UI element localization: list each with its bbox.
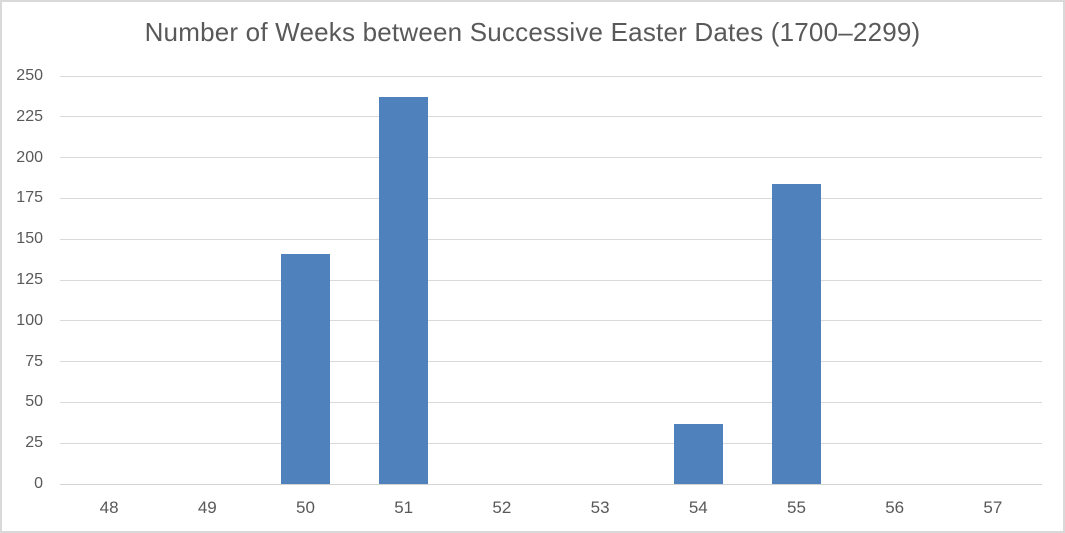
gridline-y-175	[60, 197, 1042, 199]
gridline-y-50	[60, 401, 1042, 403]
y-tick-label-150: 150	[16, 230, 43, 248]
gridline-y-250	[60, 75, 1042, 77]
y-tick-label-0: 0	[34, 475, 43, 492]
gridline-y-150	[60, 238, 1042, 240]
bar-50[interactable]	[281, 253, 330, 484]
bar-54[interactable]	[673, 423, 723, 484]
gridline-y-125	[60, 279, 1042, 281]
chart-title: Number of Weeks between Successive Easte…	[144, 17, 921, 47]
gridline-y-225	[60, 116, 1042, 118]
x-tick-label-54: 54	[688, 498, 708, 517]
x-tick-label-53: 53	[590, 498, 610, 517]
gridline-y-100	[60, 320, 1042, 322]
y-tick-label-125: 125	[16, 271, 43, 288]
x-tick-label-55: 55	[787, 498, 806, 517]
y-tick-label-75: 75	[25, 352, 43, 370]
bar-55[interactable]	[772, 183, 821, 484]
y-tick-label-50: 50	[25, 393, 43, 411]
bar-51[interactable]	[379, 97, 429, 484]
x-tick-label-56: 56	[885, 498, 905, 517]
x-tick-label-49: 49	[197, 498, 217, 517]
y-tick-label-175: 175	[16, 189, 43, 207]
y-tick-label-25: 25	[25, 434, 43, 452]
x-tick-label-57: 57	[983, 498, 1003, 517]
x-tick-label-48: 48	[99, 498, 119, 517]
x-tick-label-52: 52	[492, 498, 512, 517]
y-tick-label-200: 200	[16, 148, 43, 166]
x-tick-label-50: 50	[296, 498, 315, 517]
gridline-y-200	[60, 157, 1042, 159]
y-tick-label-250: 250	[16, 67, 43, 84]
y-tick-label-225: 225	[16, 107, 43, 125]
plot-area	[60, 75, 1042, 485]
y-tick-label-100: 100	[16, 311, 43, 329]
x-tick-label-51: 51	[394, 498, 414, 517]
gridline-y-25	[60, 442, 1042, 444]
x-axis-line	[60, 483, 1042, 485]
gridline-y-75	[60, 361, 1042, 363]
